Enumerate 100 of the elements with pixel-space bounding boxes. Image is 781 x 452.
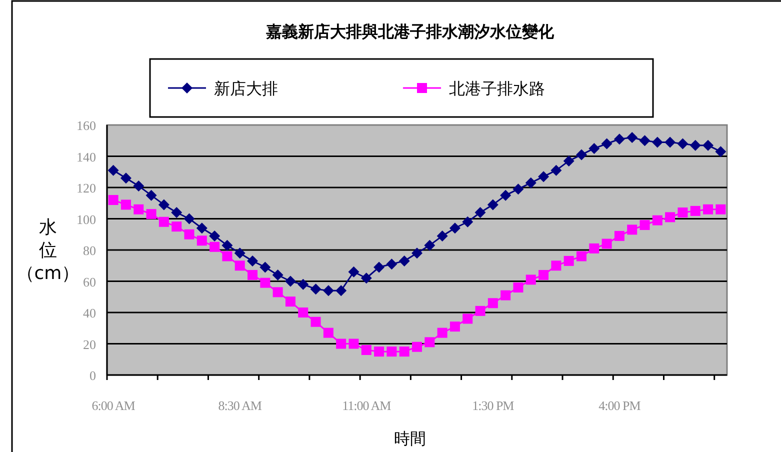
point: [234, 248, 246, 259]
point: [589, 243, 600, 254]
point: [488, 298, 498, 308]
point: [120, 200, 131, 210]
point: [424, 337, 435, 348]
point: [196, 222, 208, 234]
point: [184, 229, 194, 240]
point: [260, 262, 271, 273]
point: [247, 255, 258, 266]
y-tick-label: 20: [83, 336, 96, 352]
point: [146, 190, 157, 201]
point: [374, 262, 385, 273]
point: [500, 290, 511, 300]
point: [424, 240, 436, 251]
point: [272, 287, 283, 298]
point: [360, 272, 372, 284]
point: [450, 322, 460, 332]
y-tick-label: 0: [90, 368, 96, 383]
point: [361, 345, 372, 355]
point: [133, 180, 144, 192]
point: [715, 146, 726, 158]
point: [487, 199, 498, 210]
point: [234, 260, 245, 271]
point: [348, 266, 360, 278]
x-tick-label: 8:30 AM: [218, 398, 262, 413]
point: [512, 184, 524, 195]
point: [627, 224, 638, 235]
point: [172, 222, 182, 232]
point: [564, 256, 574, 266]
point: [437, 328, 448, 338]
point: [703, 204, 714, 214]
point: [436, 230, 448, 242]
point: [222, 240, 233, 251]
point: [298, 308, 308, 318]
y-tick-label: 140: [76, 149, 96, 164]
point: [285, 296, 296, 307]
y-tick-label: 80: [83, 243, 96, 258]
legend-label: 新店大排: [214, 79, 278, 98]
point: [513, 282, 524, 292]
y-tick-label: 40: [83, 306, 96, 320]
point: [538, 171, 550, 182]
point: [526, 274, 536, 285]
y-tick-label: 120: [76, 180, 96, 196]
point: [196, 236, 207, 246]
point: [538, 270, 549, 280]
point: [310, 284, 322, 295]
point: [702, 140, 714, 151]
point: [260, 278, 270, 288]
point: [412, 342, 422, 352]
point: [386, 346, 397, 357]
point: [449, 222, 460, 234]
point: [678, 208, 688, 218]
point: [664, 136, 676, 148]
point: [677, 138, 688, 150]
point: [500, 190, 512, 201]
point: [551, 260, 562, 271]
point: [716, 204, 726, 214]
point: [374, 346, 384, 357]
point: [639, 135, 650, 146]
point: [210, 242, 220, 252]
point: [690, 140, 701, 151]
point: [614, 230, 624, 241]
x-axis-title: 時間: [394, 429, 426, 448]
point: [588, 142, 600, 154]
point: [298, 278, 309, 290]
point: [614, 134, 625, 145]
point: [158, 216, 169, 227]
point: [462, 314, 473, 324]
point: [525, 177, 536, 188]
x-tick-label: 4:00 PM: [598, 398, 642, 413]
point: [336, 338, 346, 349]
point: [284, 276, 296, 287]
point: [399, 346, 410, 357]
point: [323, 328, 334, 338]
y-tick-label: 160: [76, 118, 96, 133]
y-tick-label: 100: [76, 212, 96, 227]
legend-label: 北港子排水路: [449, 79, 545, 98]
point: [474, 207, 486, 218]
y-tick-label: 60: [83, 274, 96, 290]
point: [248, 270, 258, 280]
point: [322, 285, 334, 296]
x-tick-label: 1:30 PM: [472, 398, 515, 413]
point: [386, 258, 398, 270]
x-tick-label: 11:00 AM: [342, 398, 392, 413]
point: [602, 238, 612, 249]
point: [412, 248, 422, 259]
point: [209, 230, 220, 242]
point: [310, 316, 321, 327]
point: [475, 306, 486, 316]
point: [134, 204, 144, 214]
point: [222, 251, 232, 262]
point: [626, 132, 638, 143]
point: [146, 209, 156, 220]
point: [108, 164, 119, 176]
point: [652, 215, 662, 226]
point: [171, 207, 182, 218]
point: [601, 138, 612, 150]
point: [652, 136, 663, 148]
point: [550, 164, 562, 176]
point: [665, 212, 676, 222]
